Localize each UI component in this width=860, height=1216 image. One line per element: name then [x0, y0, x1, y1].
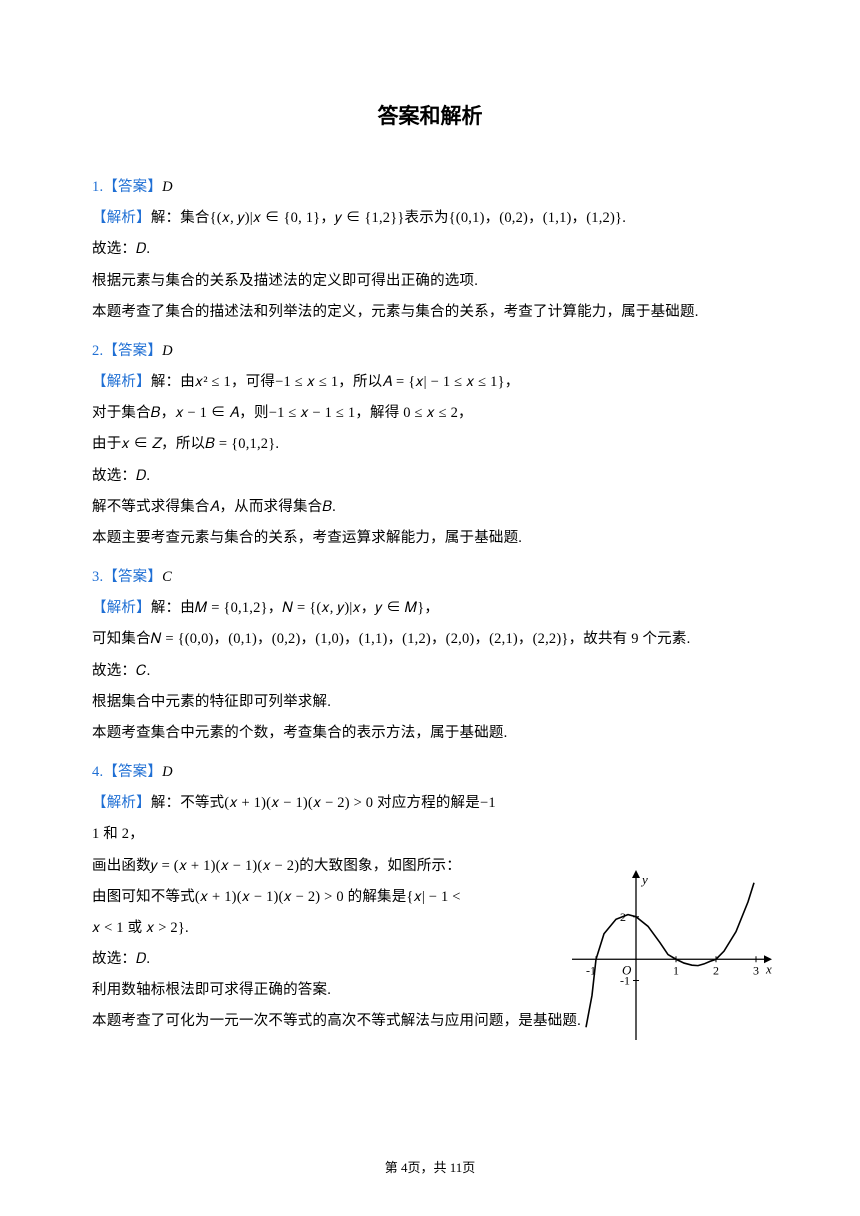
- explain-line-1: 【解析】解：由𝑥² ≤ 1，可得−1 ≤ 𝑥 ≤ 1，所以𝐴 = {𝑥| − 1…: [92, 367, 768, 398]
- answer-line: 2.【答案】D: [92, 336, 768, 367]
- explain-line-3: 根据元素与集合的关系及描述法的定义即可得出正确的选项.: [92, 266, 768, 297]
- question-3: 3.【答案】C 【解析】解：由𝑀 = {0,1,2}，𝑁 = {(𝑥, 𝑦)|𝑥…: [92, 562, 768, 749]
- explain-line-6: 本题主要考查元素与集合的关系，考查运算求解能力，属于基础题.: [92, 523, 768, 554]
- svg-text:1: 1: [673, 963, 679, 977]
- graph-svg: -1123-12xyO: [572, 870, 772, 1040]
- svg-text:x: x: [765, 961, 772, 976]
- q-number: 2.: [92, 343, 103, 359]
- answer-line: 1.【答案】D: [92, 172, 768, 203]
- text: 解：集合{(𝑥, 𝑦)|𝑥 ∈ {0, 1}，𝑦 ∈ {1,2}}表示为{(0,…: [151, 210, 626, 226]
- explain-line-2: 可知集合𝑁 = {(0,0)，(0,1)，(0,2)，(1,0)，(1,1)，(…: [92, 624, 768, 655]
- explain-line-2: 故选：𝐷.: [92, 234, 768, 265]
- explain-line-4: 本题考查了集合的描述法和列举法的定义，元素与集合的关系，考查了计算能力，属于基础…: [92, 297, 768, 328]
- page-footer: 第 4页，共 11页: [0, 1157, 860, 1176]
- explain-line-4: 故选：𝐷.: [92, 461, 768, 492]
- q-number: 3.: [92, 569, 103, 585]
- footer-prefix: 第: [385, 1160, 401, 1175]
- jiexi-label: 【解析】: [92, 600, 151, 616]
- explain-line-3: 故选：𝐶.: [92, 656, 768, 687]
- question-1: 1.【答案】D 【解析】解：集合{(𝑥, 𝑦)|𝑥 ∈ {0, 1}，𝑦 ∈ {…: [92, 172, 768, 328]
- footer-total: 11: [450, 1160, 463, 1175]
- explain-line-1b: 1 和 2，: [92, 819, 547, 850]
- footer-mid: 页，共: [407, 1160, 449, 1175]
- explain-line-1: 【解析】解：集合{(𝑥, 𝑦)|𝑥 ∈ {0, 1}，𝑦 ∈ {1,2}}表示为…: [92, 203, 768, 234]
- cubic-graph: -1123-12xyO: [572, 870, 772, 1040]
- text: 解：由𝑀 = {0,1,2}，𝑁 = {(𝑥, 𝑦)|𝑥，𝑦 ∈ 𝑀}，: [151, 600, 439, 616]
- explain-line-3b: 𝑥 < 1 或 𝑥 > 2}.: [92, 913, 547, 944]
- answer-value: D: [162, 764, 173, 780]
- explain-line-4: 根据集合中元素的特征即可列举求解.: [92, 687, 768, 718]
- page-title: 答案和解析: [92, 100, 768, 130]
- q-number: 1.: [92, 179, 103, 195]
- explain-line-2: 画出函数𝑦 = (𝑥 + 1)(𝑥 − 1)(𝑥 − 2)的大致图象，如图所示：: [92, 851, 547, 882]
- text: 解：不等式(𝑥 + 1)(𝑥 − 1)(𝑥 − 2) > 0 对应方程的解是−1: [151, 795, 496, 811]
- explain-line-5: 本题考查集合中元素的个数，考查集合的表示方法，属于基础题.: [92, 718, 768, 749]
- jiexi-label: 【解析】: [92, 795, 151, 811]
- svg-text:O: O: [622, 962, 632, 977]
- jiexi-label: 【解析】: [92, 210, 151, 226]
- explain-line-1: 【解析】解：由𝑀 = {0,1,2}，𝑁 = {(𝑥, 𝑦)|𝑥，𝑦 ∈ 𝑀}，: [92, 593, 768, 624]
- question-2: 2.【答案】D 【解析】解：由𝑥² ≤ 1，可得−1 ≤ 𝑥 ≤ 1，所以𝐴 =…: [92, 336, 768, 554]
- answer-label: 【答案】: [103, 343, 162, 359]
- answer-line: 4.【答案】D: [92, 757, 768, 788]
- explain-line-3a: 由图可知不等式(𝑥 + 1)(𝑥 − 1)(𝑥 − 2) > 0 的解集是{𝑥|…: [92, 882, 547, 913]
- footer-suffix: 页: [462, 1160, 475, 1175]
- answer-label: 【答案】: [103, 179, 162, 195]
- explain-line-2: 对于集合𝐵，𝑥 − 1 ∈ 𝐴，则−1 ≤ 𝑥 − 1 ≤ 1，解得 0 ≤ 𝑥…: [92, 398, 768, 429]
- svg-text:y: y: [640, 872, 648, 887]
- explain-line-1a: 【解析】解：不等式(𝑥 + 1)(𝑥 − 1)(𝑥 − 2) > 0 对应方程的…: [92, 788, 547, 819]
- answer-value: D: [162, 343, 173, 359]
- svg-text:2: 2: [713, 963, 719, 977]
- answer-line: 3.【答案】C: [92, 562, 768, 593]
- svg-text:3: 3: [753, 963, 759, 977]
- answer-value: D: [162, 179, 173, 195]
- text: 解：由𝑥² ≤ 1，可得−1 ≤ 𝑥 ≤ 1，所以𝐴 = {𝑥| − 1 ≤ 𝑥…: [151, 374, 520, 390]
- answer-label: 【答案】: [103, 764, 162, 780]
- explain-line-5: 解不等式求得集合𝐴，从而求得集合𝐵.: [92, 492, 768, 523]
- explain-line-3: 由于𝑥 ∈ 𝑍，所以𝐵 = {0,1,2}.: [92, 429, 768, 460]
- jiexi-label: 【解析】: [92, 374, 151, 390]
- q-number: 4.: [92, 764, 103, 780]
- answer-label: 【答案】: [103, 569, 162, 585]
- answer-value: C: [162, 569, 172, 585]
